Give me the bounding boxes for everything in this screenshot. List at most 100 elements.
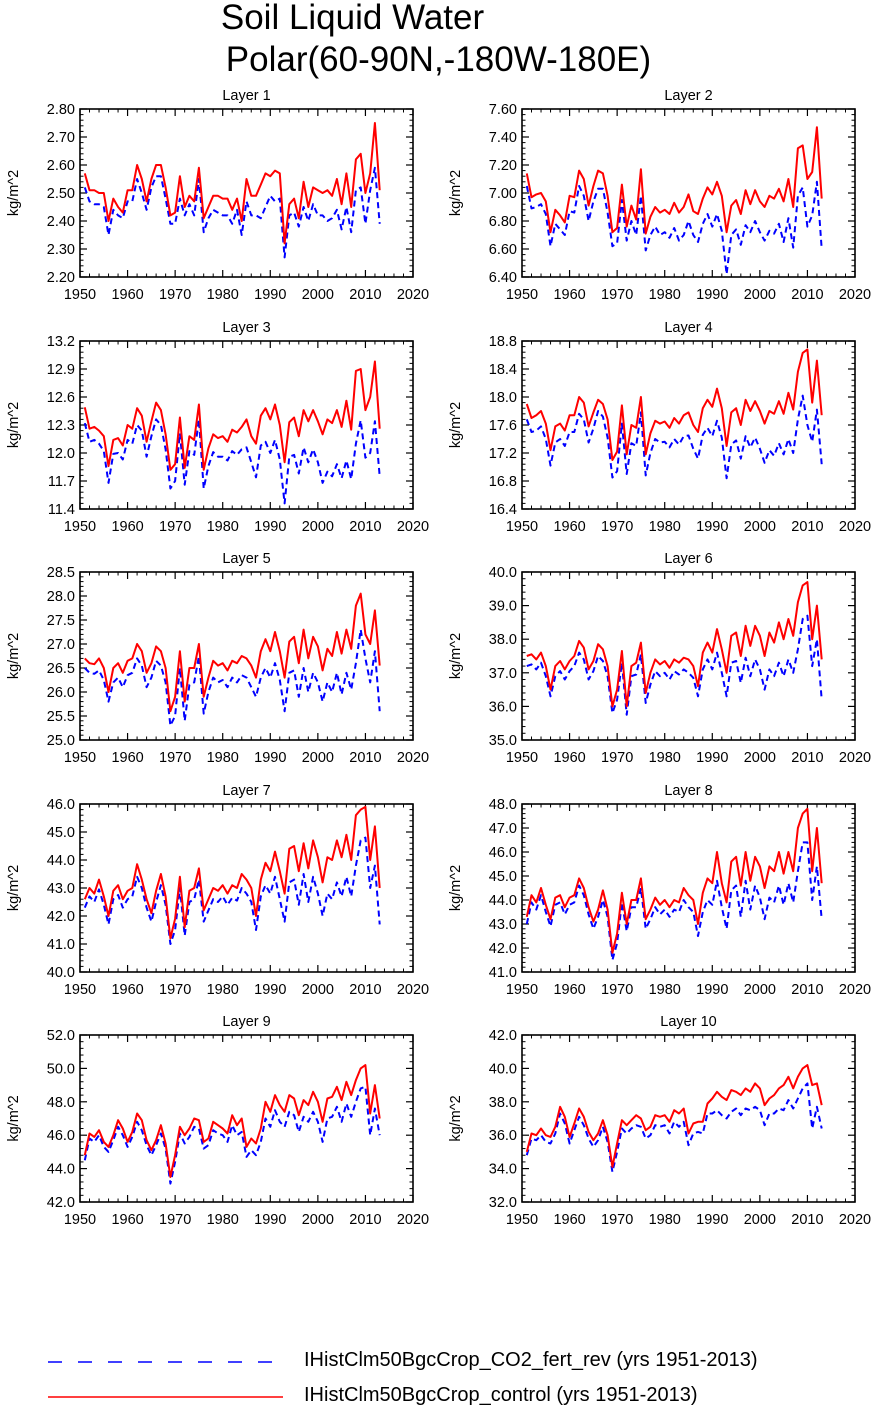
x-tick-label: 1980 bbox=[649, 287, 681, 303]
y-tick-label: 12.0 bbox=[47, 446, 75, 462]
legend-label-control: IHistClm50BgcCrop_control (yrs 1951-2013… bbox=[304, 1384, 698, 1406]
y-tick-label: 46.0 bbox=[47, 1128, 75, 1144]
x-tick-label: 1970 bbox=[601, 287, 633, 303]
y-tick-label: 11.7 bbox=[48, 474, 75, 490]
y-tick-label: 2.70 bbox=[47, 130, 75, 146]
plot-frame bbox=[521, 1034, 856, 1203]
y-tick-label: 2.80 bbox=[47, 102, 75, 118]
plot-frame bbox=[79, 340, 414, 510]
y-tick-label: 17.6 bbox=[489, 418, 517, 434]
y-tick-label: 46.0 bbox=[47, 797, 75, 813]
plot-frame bbox=[79, 571, 414, 741]
x-tick-label: 2010 bbox=[791, 287, 823, 303]
plot-frame bbox=[521, 803, 856, 973]
x-tick-label: 1990 bbox=[254, 982, 286, 998]
panel-6: Layer 6 1950 1960 1970 1980 1990 2000 2010 2020 3… bbox=[448, 551, 871, 766]
y-tick-label: 45.0 bbox=[47, 825, 75, 841]
plot-frame bbox=[521, 571, 856, 741]
x-tick-label: 1950 bbox=[64, 519, 96, 535]
x-tick-label: 1950 bbox=[506, 1212, 538, 1228]
chart-subtitle: Polar(60-90N,-180W-180E) bbox=[225, 40, 652, 79]
y-tick-label: 2.30 bbox=[47, 242, 75, 258]
x-tick-label: 2020 bbox=[397, 519, 429, 535]
y-axis-label: kg/m^2 bbox=[6, 633, 22, 679]
x-tick-label: 1950 bbox=[64, 982, 96, 998]
series-line-control bbox=[84, 592, 381, 713]
y-tick-label: 41.0 bbox=[489, 965, 517, 981]
x-tick-label: 2000 bbox=[302, 750, 334, 766]
y-tick-label: 37.0 bbox=[489, 666, 517, 682]
y-tick-label: 12.9 bbox=[47, 362, 75, 378]
y-tick-label: 44.0 bbox=[489, 893, 517, 909]
x-tick-label: 2000 bbox=[744, 750, 776, 766]
y-tick-label: 50.0 bbox=[47, 1061, 75, 1077]
panel-5: Layer 5 1950 1960 1970 1980 1990 2000 2010 2020 2… bbox=[6, 551, 429, 766]
x-tick-label: 1960 bbox=[553, 287, 585, 303]
y-tick-label: 52.0 bbox=[47, 1028, 75, 1044]
y-axis-label: kg/m^2 bbox=[448, 865, 464, 911]
series-line-control bbox=[83, 360, 381, 471]
x-tick-label: 1950 bbox=[506, 287, 538, 303]
x-tick-label: 1980 bbox=[649, 982, 681, 998]
y-tick-label: 7.40 bbox=[489, 130, 517, 146]
x-tick-label: 1960 bbox=[553, 1212, 585, 1228]
y-tick-label: 6.80 bbox=[489, 214, 517, 230]
panel-title: Layer 4 bbox=[664, 320, 712, 336]
x-tick-label: 2010 bbox=[349, 982, 381, 998]
y-tick-label: 2.50 bbox=[47, 186, 75, 202]
plot-frame bbox=[79, 803, 414, 973]
y-tick-label: 12.3 bbox=[47, 418, 75, 434]
panel-title: Layer 2 bbox=[664, 88, 712, 104]
x-tick-label: 2020 bbox=[397, 982, 429, 998]
panel-9: Layer 9 1950 1960 1970 1980 1990 2000 2010 2020 4… bbox=[6, 1014, 429, 1228]
y-tick-label: 42.0 bbox=[489, 941, 517, 957]
y-tick-label: 7.00 bbox=[489, 186, 517, 202]
panel-title: Layer 5 bbox=[222, 551, 270, 567]
series-line-co2-fert-rev bbox=[525, 841, 823, 961]
panel-title: Layer 9 bbox=[222, 1014, 270, 1030]
legend: IHistClm50BgcCrop_CO2_fert_rev (yrs 1951… bbox=[0, 1300, 877, 1412]
y-tick-label: 42.0 bbox=[47, 909, 75, 925]
panel-10: Layer 10 1950 1960 1970 1980 1990 2000 2010 2020… bbox=[448, 1014, 871, 1228]
y-tick-label: 6.40 bbox=[489, 270, 517, 286]
panel-4: Layer 4 1950 1960 1970 1980 1990 2000 2010 2020 1… bbox=[448, 320, 871, 535]
y-tick-label: 2.40 bbox=[47, 214, 75, 230]
y-tick-label: 11.4 bbox=[48, 502, 75, 518]
x-tick-label: 1950 bbox=[64, 750, 96, 766]
x-tick-label: 1970 bbox=[601, 750, 633, 766]
y-tick-label: 43.0 bbox=[47, 881, 75, 897]
x-tick-label: 2010 bbox=[791, 1212, 823, 1228]
x-tick-label: 1990 bbox=[696, 750, 728, 766]
x-tick-label: 1950 bbox=[64, 287, 96, 303]
series-line-control bbox=[525, 348, 823, 461]
y-axis-label: kg/m^2 bbox=[6, 1095, 22, 1141]
x-tick-label: 1990 bbox=[254, 1212, 286, 1228]
y-tick-label: 34.0 bbox=[489, 1162, 517, 1178]
panel-7: Layer 7 1950 1960 1970 1980 1990 2000 2010 2020 4… bbox=[6, 783, 429, 998]
series-line-co2-fert-rev bbox=[83, 836, 381, 945]
y-tick-label: 16.8 bbox=[489, 474, 517, 490]
y-tick-label: 38.0 bbox=[489, 632, 517, 648]
panel-1: Layer 1 1950 1960 1970 1980 1990 2000 2010 2020 2… bbox=[6, 88, 429, 303]
series-line-co2-fert-rev bbox=[525, 180, 823, 276]
x-tick-label: 1970 bbox=[159, 982, 191, 998]
x-tick-label: 2010 bbox=[349, 519, 381, 535]
series-line-co2-fert-rev bbox=[526, 614, 823, 716]
x-tick-label: 2020 bbox=[397, 287, 429, 303]
series-line-co2-fert-rev bbox=[83, 166, 381, 259]
x-tick-label: 1990 bbox=[696, 1212, 728, 1228]
y-tick-label: 44.0 bbox=[47, 853, 75, 869]
x-tick-label: 2000 bbox=[744, 287, 776, 303]
y-tick-label: 40.0 bbox=[489, 565, 517, 581]
y-tick-label: 26.5 bbox=[47, 661, 75, 677]
y-tick-label: 43.0 bbox=[489, 917, 517, 933]
panel-2: Layer 2 1950 1960 1970 1980 1990 2000 2010 2020 6… bbox=[448, 88, 871, 303]
x-tick-label: 2020 bbox=[397, 750, 429, 766]
series-line-co2-fert-rev bbox=[84, 628, 381, 727]
y-tick-label: 42.0 bbox=[47, 1195, 75, 1211]
y-axis-label: kg/m^2 bbox=[448, 633, 464, 679]
y-tick-label: 26.0 bbox=[47, 685, 75, 701]
y-tick-label: 44.0 bbox=[47, 1162, 75, 1178]
y-tick-label: 18.8 bbox=[489, 334, 517, 350]
x-tick-label: 1950 bbox=[506, 519, 538, 535]
